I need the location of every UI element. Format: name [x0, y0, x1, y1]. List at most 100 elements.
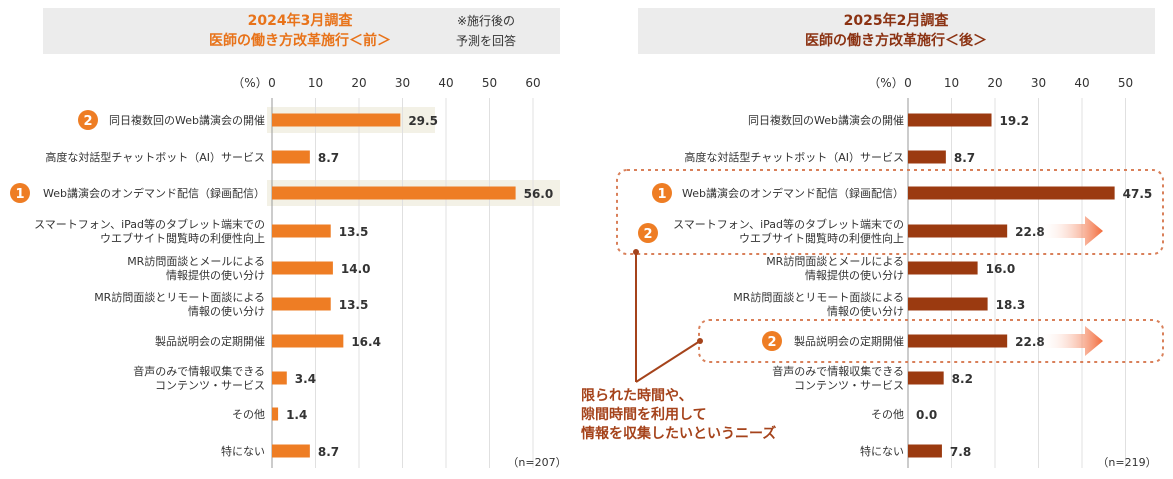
chart-title-box	[638, 8, 1155, 54]
category-label: 情報の使い分け	[827, 305, 904, 318]
bar	[272, 371, 287, 385]
data-label: 8.7	[318, 445, 339, 459]
category-label: 情報提供の使い分け	[805, 268, 904, 282]
category-label: その他	[871, 408, 904, 421]
unit-label: （%）	[232, 76, 267, 90]
chart-subtitle: 医師の働き方改革施行＜前＞	[209, 32, 391, 49]
x-tick-label: 0	[268, 76, 276, 90]
trend-arrow	[1040, 326, 1103, 356]
unit-label: （%）	[868, 76, 903, 90]
data-label: 14.0	[341, 262, 371, 276]
data-label: 8.2	[952, 372, 973, 386]
category-label: 特にない	[221, 444, 265, 458]
x-tick-label: 50	[482, 76, 497, 90]
rank-badge	[10, 183, 30, 203]
annotation-text: 隙間時間を利用して	[581, 406, 707, 423]
category-label: 高度な対話型チャットボット（AI）サービス	[45, 150, 265, 164]
category-label: 同日複数回のWeb講演会の開催	[748, 113, 904, 127]
x-tick-label: 40	[1074, 76, 1089, 90]
data-label: 1.4	[286, 408, 307, 422]
data-label: 0.0	[916, 408, 937, 422]
category-label: 音声のみで情報収集できる	[772, 364, 904, 378]
data-label: 8.7	[318, 151, 339, 165]
rank-badge	[78, 110, 98, 130]
x-tick-label: 40	[438, 76, 453, 90]
bar	[908, 444, 942, 458]
category-label: MR訪問面談とリモート面談による	[94, 290, 265, 304]
bar	[908, 186, 1115, 200]
x-tick-label: 60	[525, 76, 540, 90]
trend-arrow	[1040, 216, 1103, 246]
category-label: その他	[232, 408, 265, 421]
category-label: Web講演会のオンデマンド配信（録画配信）	[682, 186, 904, 200]
category-label: MR訪問面談とメールによる	[766, 254, 904, 268]
category-label: コンテンツ・サービス	[794, 379, 904, 392]
rank-badge-number: 1	[15, 187, 24, 202]
data-label: 13.5	[339, 225, 369, 239]
bar	[272, 261, 333, 275]
chart-note: ※施行後の	[457, 14, 515, 28]
bar	[272, 444, 310, 458]
bar	[908, 371, 944, 385]
x-tick-label: 0	[904, 76, 912, 90]
annotation-connector	[635, 340, 701, 383]
x-tick-label: 50	[1118, 76, 1133, 90]
data-label: 3.4	[295, 372, 316, 386]
data-label: 7.8	[950, 445, 971, 459]
sample-size-label: （n=219）	[1097, 456, 1156, 469]
category-label: ウエブサイト閲覧時の利便性向上	[739, 231, 904, 245]
data-label: 47.5	[1123, 187, 1153, 201]
data-label: 19.2	[1000, 114, 1030, 128]
bar	[908, 113, 992, 127]
rank-badge	[652, 183, 672, 203]
data-label: 56.0	[524, 187, 554, 201]
rank-badge-number: 2	[767, 335, 776, 350]
category-label: 音声のみで情報収集できる	[133, 364, 265, 378]
x-tick-label: 10	[944, 76, 959, 90]
bar	[272, 407, 279, 421]
category-label: スマートフォン、iPad等のタブレット端末での	[673, 217, 904, 231]
x-tick-label: 30	[1031, 76, 1046, 90]
chart-note: 予測を回答	[456, 33, 516, 48]
category-label: Web講演会のオンデマンド配信（録画配信）	[43, 186, 265, 200]
bar	[908, 334, 1008, 348]
sample-size-label: （n=207）	[507, 456, 566, 469]
chart-title: 2025年2月調査	[844, 12, 950, 29]
rank-badge-number: 2	[83, 114, 92, 129]
x-tick-label: 30	[395, 76, 410, 90]
category-label: MR訪問面談とメールによる	[127, 254, 265, 268]
connector-dot	[633, 249, 639, 255]
x-tick-label: 20	[351, 76, 366, 90]
chart-title-box	[43, 8, 560, 54]
bar	[272, 186, 516, 200]
chart-subtitle: 医師の働き方改革施行＜後＞	[805, 32, 987, 49]
rank-badge	[638, 223, 658, 243]
category-label: 製品説明会の定期開催	[794, 334, 904, 348]
x-tick-label: 20	[987, 76, 1002, 90]
category-label: 製品説明会の定期開催	[155, 334, 265, 348]
connector-dot	[697, 338, 703, 344]
data-label: 22.8	[1015, 335, 1045, 349]
category-label: スマートフォン、iPad等のタブレット端末での	[34, 217, 265, 231]
data-label: 13.5	[339, 298, 369, 312]
data-label: 22.8	[1015, 225, 1045, 239]
bar	[908, 261, 978, 275]
category-label: 同日複数回のWeb講演会の開催	[109, 113, 265, 127]
bar	[272, 113, 401, 127]
bar	[908, 150, 946, 164]
category-label: MR訪問面談とリモート面談による	[733, 290, 904, 304]
bar	[908, 297, 988, 311]
data-label: 18.3	[996, 298, 1026, 312]
bar	[908, 224, 1008, 238]
bar	[272, 334, 344, 348]
annotation-text: 情報を収集したいというニーズ	[581, 425, 776, 442]
data-label: 8.7	[954, 151, 975, 165]
category-label: 高度な対話型チャットボット（AI）サービス	[684, 150, 904, 164]
data-label: 16.0	[986, 262, 1016, 276]
bar	[272, 224, 331, 238]
annotation-text: 限られた時間や、	[581, 387, 693, 404]
rank-badge-number: 1	[657, 187, 666, 202]
x-tick-label: 10	[308, 76, 323, 90]
category-label: コンテンツ・サービス	[155, 379, 265, 392]
